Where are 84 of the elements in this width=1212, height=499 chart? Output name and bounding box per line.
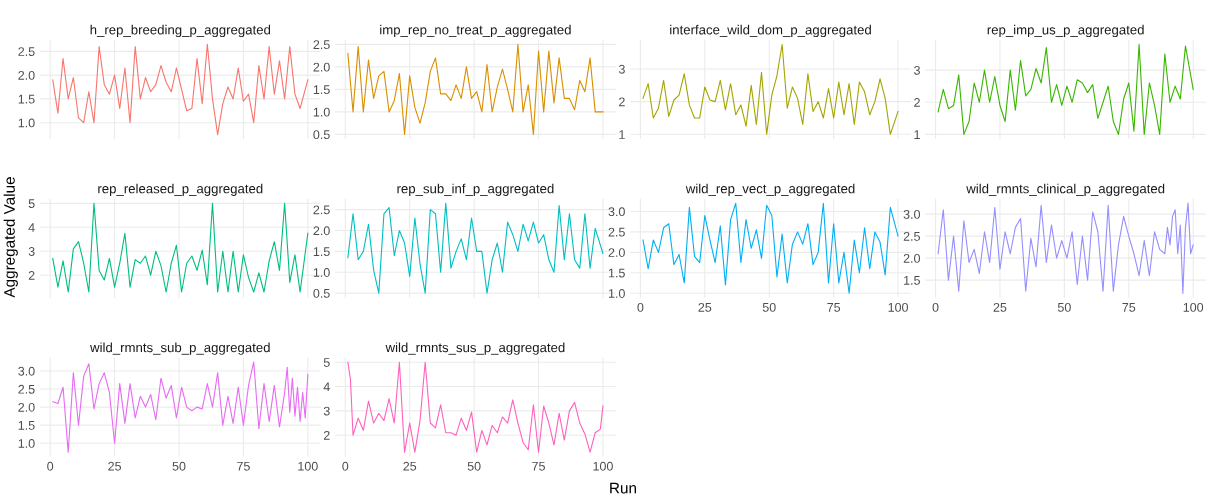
x-tick-label: 50 xyxy=(172,461,186,471)
x-tick-label: 0 xyxy=(47,461,54,471)
x-tick-label: 75 xyxy=(1122,303,1136,312)
x-tick-label: 25 xyxy=(698,302,712,312)
y-tick-label: 1.5 xyxy=(18,421,35,430)
y-tick-label: 1.5 xyxy=(608,268,625,278)
line-series xyxy=(642,43,899,135)
line-series xyxy=(937,202,1194,294)
y-tick-label: 1.0 xyxy=(608,289,625,298)
y-tick-label: 1.5 xyxy=(18,94,35,104)
x-tick-label: 50 xyxy=(467,461,481,471)
line-series xyxy=(347,361,604,453)
x-tick-label: 100 xyxy=(1183,302,1204,312)
y-tick-label: 5 xyxy=(28,199,35,208)
line-series xyxy=(347,43,604,135)
x-tick-label: 75 xyxy=(237,461,250,471)
y-tick-label: 1 xyxy=(914,130,920,139)
y-tick-label: 5 xyxy=(323,358,330,367)
y-tick-label: 2.0 xyxy=(313,226,330,236)
y-tick-label: 1 xyxy=(619,130,625,139)
x-tick-label: 50 xyxy=(1057,302,1071,312)
y-tick-label: 2 xyxy=(619,97,625,107)
chart-title: rep_released_p_aggregated xyxy=(98,183,263,196)
y-tick-label: 0.5 xyxy=(313,130,330,140)
x-tick-label: 75 xyxy=(827,303,841,312)
y-tick-label: 3 xyxy=(28,247,35,256)
y-tick-label: 2 xyxy=(28,271,35,280)
y-tick-label: 2.0 xyxy=(18,402,35,412)
y-tick-label: 1.5 xyxy=(313,247,330,257)
x-tick-label: 0 xyxy=(342,461,349,471)
y-tick-label: 1.5 xyxy=(313,85,330,95)
y-tick-label: 3.0 xyxy=(608,207,625,217)
y-tick-label: 2 xyxy=(323,430,330,440)
y-tick-label: 2.5 xyxy=(608,227,625,237)
y-tick-label: 2.5 xyxy=(18,384,35,394)
y-tick-label: 2.5 xyxy=(313,205,330,215)
y-tick-label: 2.5 xyxy=(18,47,35,56)
chart-title: imp_rep_no_treat_p_aggregated xyxy=(380,24,571,38)
x-axis-title: Run xyxy=(610,482,636,494)
line-series xyxy=(937,43,1194,135)
x-tick-label: 50 xyxy=(762,302,776,312)
y-tick-label: 1.0 xyxy=(18,439,35,448)
x-tick-label: 100 xyxy=(888,302,908,312)
y-tick-label: 3.0 xyxy=(903,209,921,219)
chart-title: h_rep_breeding_p_aggregated xyxy=(90,24,271,38)
line-series xyxy=(52,202,309,293)
y-axis-title: Aggregated Value xyxy=(3,177,18,298)
x-tick-label: 25 xyxy=(993,302,1007,312)
x-tick-label: 0 xyxy=(932,302,939,312)
y-tick-label: 4 xyxy=(323,382,330,392)
y-tick-label: 3 xyxy=(914,65,920,75)
chart-title: wild_rmnts_sus_p_aggregated xyxy=(385,342,565,355)
y-tick-label: 2.5 xyxy=(313,40,330,50)
x-tick-label: 25 xyxy=(108,461,122,471)
y-tick-label: 2.0 xyxy=(608,248,625,257)
line-series xyxy=(347,202,604,294)
chart-title: wild_rmnts_clinical_p_aggregated xyxy=(966,183,1165,196)
y-tick-label: 2.5 xyxy=(903,231,920,241)
y-tick-label: 1.5 xyxy=(904,276,920,285)
y-tick-label: 2.0 xyxy=(903,253,921,263)
chart-title: rep_imp_us_p_aggregated xyxy=(987,24,1144,38)
y-tick-label: 1.0 xyxy=(18,118,35,128)
chart-title: wild_rmnts_sub_p_aggregated xyxy=(90,342,270,355)
y-tick-label: 3 xyxy=(323,406,330,416)
x-tick-label: 0 xyxy=(637,302,644,312)
y-tick-label: 0.5 xyxy=(313,288,330,298)
chart-title: wild_rep_vect_p_aggregated xyxy=(685,183,855,196)
y-tick-label: 1.0 xyxy=(313,107,330,117)
y-tick-label: 2 xyxy=(914,98,920,107)
y-tick-label: 4 xyxy=(28,223,35,232)
x-tick-label: 100 xyxy=(298,461,318,471)
x-tick-label: 100 xyxy=(593,461,613,471)
y-tick-label: 3 xyxy=(618,64,625,74)
chart-title: rep_sub_inf_p_aggregated xyxy=(397,183,554,196)
line-series xyxy=(52,361,309,453)
line-series xyxy=(642,202,899,294)
x-tick-label: 25 xyxy=(403,461,417,471)
chart-title: interface_wild_dom_p_aggregated xyxy=(670,24,871,38)
y-tick-label: 2.0 xyxy=(313,62,330,72)
x-tick-label: 75 xyxy=(532,461,545,471)
y-tick-label: 1.0 xyxy=(313,268,330,277)
y-tick-label: 3.0 xyxy=(18,366,35,376)
y-tick-label: 2.0 xyxy=(18,70,35,80)
line-series xyxy=(52,43,309,136)
